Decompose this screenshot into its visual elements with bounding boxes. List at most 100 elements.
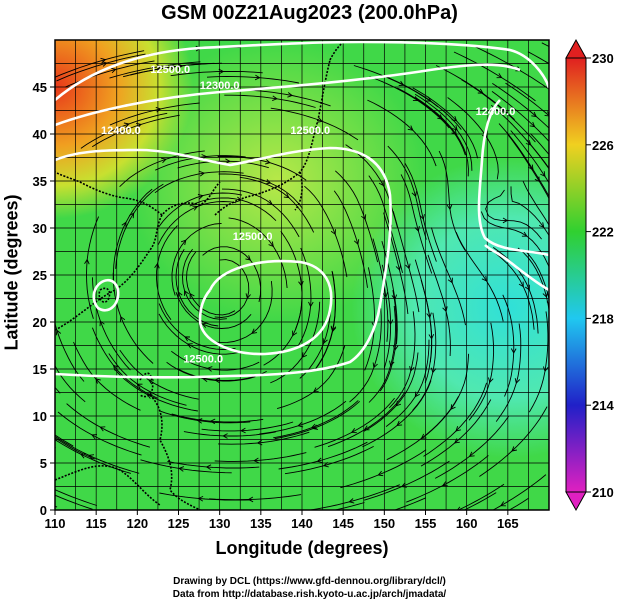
y-tick-label: 35: [33, 174, 47, 189]
streamline: [209, 494, 302, 501]
y-tick-label: 10: [33, 409, 47, 424]
streamline-arrow: [12, 414, 17, 419]
streamline: [392, 210, 420, 313]
streamline: [492, 83, 549, 129]
streamline-arrow: [586, 88, 591, 92]
streamline-arrow: [156, 64, 163, 70]
streamline: [166, 361, 256, 382]
streamline-arrow: [442, 481, 448, 487]
streamline: [182, 248, 227, 320]
streamline: [224, 94, 316, 108]
x-tick-label: 125: [168, 516, 190, 531]
streamline: [171, 413, 264, 423]
streamline: [221, 188, 300, 238]
x-tick-label: 145: [332, 516, 354, 531]
streamline: [304, 185, 348, 278]
streamline: [453, 51, 536, 102]
streamline: [214, 259, 250, 318]
streamline-arrow: [101, 61, 108, 67]
x-axis-ticks: 110 115 120 125 130 135 140 145 150 155 160 165: [45, 510, 519, 531]
streamline-arrow: [197, 495, 204, 502]
streamline: [421, 353, 470, 440]
credit-data: Data from http://database.rish.kyoto-u.a…: [172, 589, 447, 600]
streamline-arrow: [428, 334, 435, 340]
streamline-arrow: [514, 378, 521, 385]
streamline-arrow: [456, 506, 461, 510]
streamline: [276, 345, 346, 410]
colorbar: 210 214 218 222 226 230: [565, 38, 614, 512]
x-tick-label: 160: [456, 516, 478, 531]
streamline-arrow: [180, 239, 187, 246]
streamline-arrow: [542, 292, 548, 298]
streamline: [176, 368, 267, 381]
streamline: [171, 350, 260, 371]
streamline-arrow: [183, 290, 189, 296]
streamline: [66, 403, 151, 448]
streamline: [270, 107, 359, 141]
streamline-arrow: [55, 329, 62, 336]
x-tick-label: 110: [45, 516, 66, 531]
streamline-arrow: [447, 277, 453, 284]
streamline-arrow: [396, 420, 403, 427]
streamline: [73, 341, 141, 411]
streamline: [270, 301, 321, 384]
streamline-arrow: [177, 63, 184, 70]
streamline-arrow: [121, 221, 127, 228]
streamline: [115, 183, 164, 269]
streamline-arrow: [225, 158, 231, 164]
streamline-arrow: [317, 117, 323, 123]
streamline: [167, 460, 260, 469]
streamline-arrow: [47, 433, 52, 437]
streamline: [345, 144, 398, 228]
colorbar-tick-label: 226: [592, 138, 614, 153]
streamline: [491, 91, 549, 143]
streamline-arrow: [561, 173, 566, 178]
streamline-arrow: [84, 258, 90, 265]
streamline: [201, 421, 294, 432]
streamline: [314, 397, 395, 448]
streamline: [158, 410, 251, 424]
streamline-arrow: [136, 383, 143, 389]
streamline-arrow: [184, 336, 191, 342]
streamline-arrow: [47, 485, 52, 490]
streamline: [517, 247, 549, 313]
streamline-arrow: [414, 391, 420, 398]
streamline-arrow: [442, 306, 448, 313]
y-tick-label: 45: [33, 80, 47, 95]
contour-label: 12500.0: [233, 231, 273, 243]
streamline: [202, 246, 262, 302]
streamline: [55, 322, 85, 382]
streamline: [495, 323, 522, 422]
streamline: [55, 50, 145, 78]
streamline: [492, 247, 539, 334]
y-axis-label: Latitude (degrees): [1, 194, 22, 351]
streamline-arrow: [372, 362, 378, 369]
x-tick-label: 130: [209, 516, 231, 531]
streamline-arrow: [395, 264, 402, 271]
streamline: [158, 192, 243, 228]
streamline: [55, 435, 140, 474]
streamline: [423, 382, 488, 457]
streamline: [239, 89, 331, 107]
x-tick-label: 150: [373, 516, 395, 531]
streamline: [86, 216, 100, 319]
streamline: [367, 99, 437, 167]
streamline-arrow: [353, 239, 360, 245]
colorbar-tick-label: 210: [592, 485, 614, 500]
contour-label: 12400.0: [476, 106, 516, 118]
streamline: [175, 248, 219, 327]
streamline-arrow: [268, 241, 274, 248]
streamline-arrow: [430, 367, 437, 374]
streamline-arrow: [405, 263, 411, 270]
wind-streamlines: [12, 42, 591, 510]
streamline: [404, 162, 437, 262]
streamline-arrow: [419, 214, 425, 220]
streamline-arrow: [240, 427, 246, 434]
streamline: [434, 415, 509, 479]
streamline: [415, 97, 469, 177]
streamline-arrow: [110, 67, 117, 74]
colorbar-tick-label: 214: [592, 398, 614, 413]
x-tick-label: 120: [126, 516, 148, 531]
streamline: [420, 279, 433, 384]
streamline-arrow: [363, 425, 370, 431]
